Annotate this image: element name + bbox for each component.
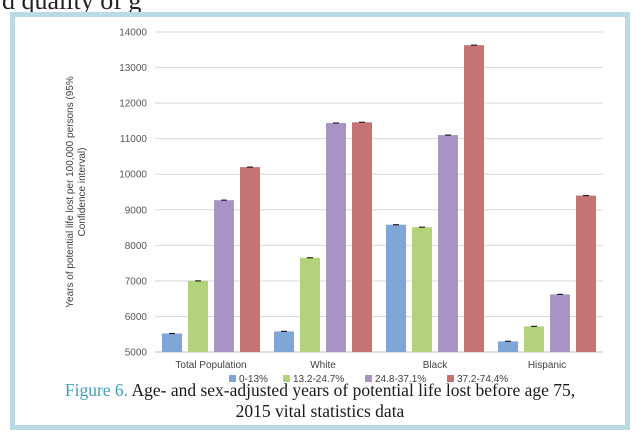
legend-swatch: [229, 375, 236, 382]
y-axis-title: Years of potential life lost per 100,000…: [65, 76, 88, 308]
y-tick-label: 12000: [119, 99, 147, 110]
y-tick-label: 9000: [125, 205, 148, 216]
figure-label: Figure 6.: [64, 380, 129, 400]
figure-frame: 5000 6000 7000 8000 9000 10000 11000 12000 13000…: [10, 12, 630, 430]
bar: [300, 257, 320, 352]
y-axis-title-line: Years of potential life lost per 100,000…: [65, 76, 76, 308]
y-tick-label: 7000: [125, 276, 148, 287]
bar: [550, 294, 570, 352]
bars: [162, 44, 596, 353]
bar: [188, 280, 208, 352]
bar: [438, 135, 458, 352]
legend-swatch: [283, 375, 290, 382]
y-axis-title-line: Confidence interval): [77, 148, 88, 237]
y-tick-label: 8000: [125, 241, 148, 252]
y-tick-label: 13000: [119, 63, 147, 74]
y-tick-label: 10000: [119, 170, 147, 181]
caption-text: Age- and sex-adjusted years of potential…: [131, 380, 576, 400]
x-tick-label: Hispanic: [528, 360, 566, 371]
legend-label: 13.2-24.7%: [293, 374, 344, 385]
x-tick-label: Black: [423, 360, 448, 371]
y-tick-label: 14000: [119, 28, 147, 39]
caption-text-line2: 2015 vital statistics data: [235, 401, 405, 421]
page-header-text: d quality of g: [2, 0, 142, 15]
bar: [576, 195, 596, 352]
bar: [386, 224, 406, 352]
bar-chart: 5000 6000 7000 8000 9000 10000 11000 12000 13000…: [65, 28, 603, 385]
bar: [240, 167, 260, 352]
y-tick-label: 11000: [120, 134, 148, 145]
bar: [524, 326, 544, 352]
bar: [162, 333, 182, 352]
x-tick-labels: Total Population White Black Hispanic: [175, 360, 566, 371]
y-tick-labels: 5000 6000 7000 8000 9000 10000 11000 12000 13000…: [119, 28, 147, 359]
y-tick-label: 6000: [125, 312, 148, 323]
bar: [274, 331, 294, 352]
legend-label: 0-13%: [239, 374, 268, 385]
legend-swatch: [447, 375, 454, 382]
bar: [352, 122, 372, 352]
legend-swatch: [365, 375, 372, 382]
legend-label: 24.8-37.1%: [375, 374, 426, 385]
bar: [326, 123, 346, 353]
y-tick-label: 5000: [125, 348, 148, 359]
x-tick-label: White: [310, 360, 336, 371]
bar: [464, 45, 484, 353]
figure-caption: Figure 6. Age- and sex-adjusted years of…: [10, 380, 630, 422]
legend: 0-13% 13.2-24.7% 24.8-37.1% 37.2-74.4%: [229, 374, 508, 385]
x-tick-label: Total Population: [175, 360, 246, 371]
bar: [412, 227, 432, 352]
bar: [214, 200, 234, 352]
legend-label: 37.2-74.4%: [457, 374, 508, 385]
bar: [498, 341, 518, 352]
